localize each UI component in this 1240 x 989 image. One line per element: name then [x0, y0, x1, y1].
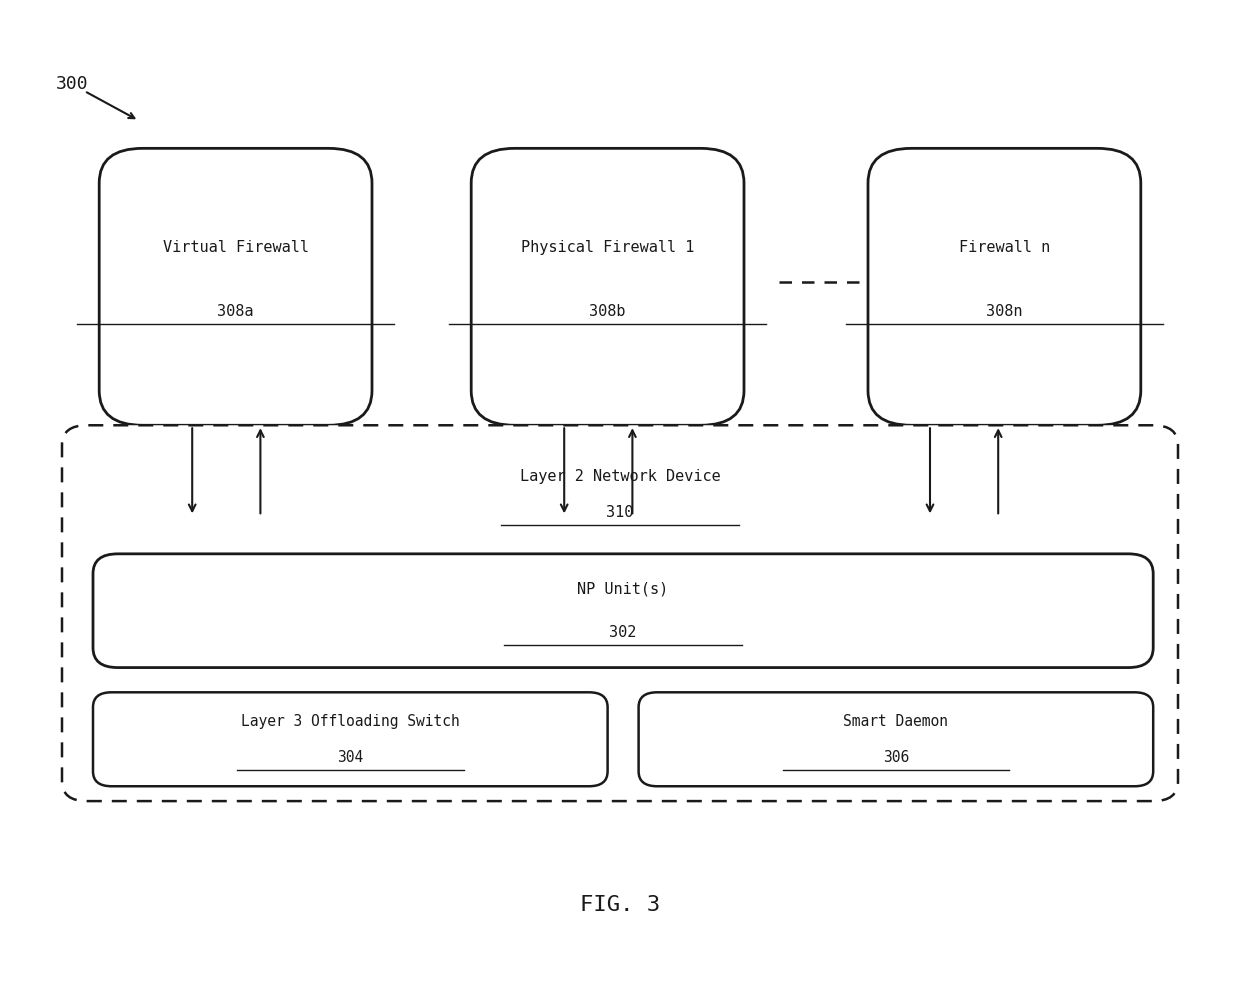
FancyBboxPatch shape [93, 692, 608, 786]
FancyBboxPatch shape [99, 148, 372, 425]
Text: 308n: 308n [986, 304, 1023, 319]
Text: 310: 310 [606, 504, 634, 520]
Text: NP Unit(s): NP Unit(s) [578, 582, 668, 596]
FancyBboxPatch shape [639, 692, 1153, 786]
FancyBboxPatch shape [868, 148, 1141, 425]
Text: FIG. 3: FIG. 3 [580, 895, 660, 915]
Text: Layer 3 Offloading Switch: Layer 3 Offloading Switch [241, 714, 460, 729]
Text: Layer 2 Network Device: Layer 2 Network Device [520, 469, 720, 485]
Text: Firewall n: Firewall n [959, 239, 1050, 255]
Text: 300: 300 [56, 75, 88, 93]
Text: Smart Daemon: Smart Daemon [843, 714, 949, 729]
FancyBboxPatch shape [471, 148, 744, 425]
Text: Virtual Firewall: Virtual Firewall [162, 239, 309, 255]
Text: Physical Firewall 1: Physical Firewall 1 [521, 239, 694, 255]
Text: 302: 302 [609, 625, 637, 640]
FancyBboxPatch shape [93, 554, 1153, 668]
Text: 308b: 308b [589, 304, 626, 319]
Text: 306: 306 [883, 750, 909, 764]
Text: 304: 304 [337, 750, 363, 764]
Text: 308a: 308a [217, 304, 254, 319]
FancyBboxPatch shape [62, 425, 1178, 801]
